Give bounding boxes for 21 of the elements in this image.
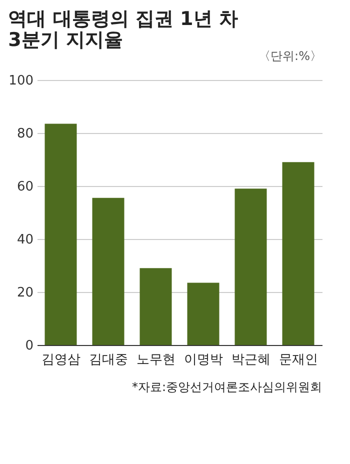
y-tick-label: 80 <box>16 126 34 142</box>
bar <box>282 162 314 345</box>
text: *자료:중앙선거여론조사심의위원회 <box>132 380 322 394</box>
bar <box>44 124 77 345</box>
x-tick-label: 박근혜 <box>231 352 270 368</box>
y-tick-label: 40 <box>16 232 34 248</box>
x-tick-label: 문재인 <box>278 352 318 368</box>
chart-subtitle: 〈단위:%〉 <box>258 49 322 63</box>
bar <box>234 188 267 345</box>
x-tick-label: 김영삼 <box>41 352 80 368</box>
y-tick-label: 100 <box>8 74 34 88</box>
y-tick-label: 20 <box>16 286 34 300</box>
x-tick-label: 김대중 <box>88 352 128 368</box>
x-tick-label: 노무현 <box>136 352 176 368</box>
chart-title: 역대 대통령의 집권 1년 차 3분기 지지율 <box>8 8 238 51</box>
bar <box>140 268 172 345</box>
y-tick-label: 60 <box>16 180 34 194</box>
y-tick-label: 0 <box>25 338 34 354</box>
x-tick-label: 이명박 <box>184 352 223 368</box>
bar <box>187 282 220 345</box>
bar <box>92 198 124 345</box>
